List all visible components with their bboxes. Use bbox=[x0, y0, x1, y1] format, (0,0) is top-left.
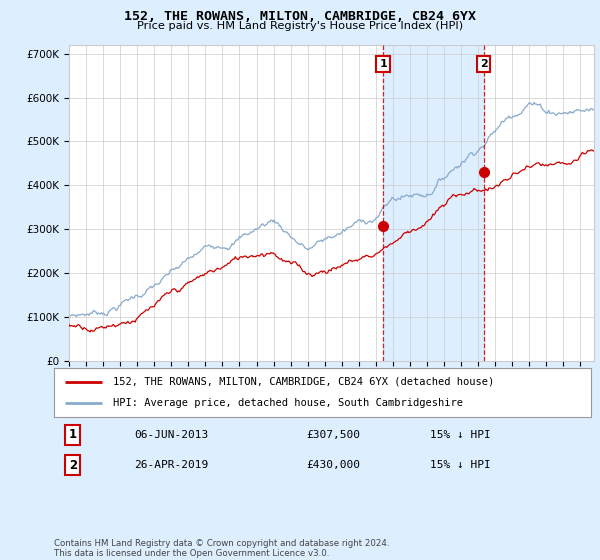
Text: £307,500: £307,500 bbox=[307, 430, 361, 440]
Text: HPI: Average price, detached house, South Cambridgeshire: HPI: Average price, detached house, Sout… bbox=[113, 398, 463, 408]
Text: 2: 2 bbox=[69, 459, 77, 472]
Text: 1: 1 bbox=[69, 428, 77, 441]
Text: Price paid vs. HM Land Registry's House Price Index (HPI): Price paid vs. HM Land Registry's House … bbox=[137, 21, 463, 31]
Text: £430,000: £430,000 bbox=[307, 460, 361, 470]
Bar bbox=[383, 45, 484, 361]
Text: 26-APR-2019: 26-APR-2019 bbox=[134, 460, 209, 470]
Text: 152, THE ROWANS, MILTON, CAMBRIDGE, CB24 6YX: 152, THE ROWANS, MILTON, CAMBRIDGE, CB24… bbox=[124, 10, 476, 22]
Text: 06-JUN-2013: 06-JUN-2013 bbox=[134, 430, 209, 440]
Text: Contains HM Land Registry data © Crown copyright and database right 2024.
This d: Contains HM Land Registry data © Crown c… bbox=[54, 539, 389, 558]
Text: 152, THE ROWANS, MILTON, CAMBRIDGE, CB24 6YX (detached house): 152, THE ROWANS, MILTON, CAMBRIDGE, CB24… bbox=[113, 377, 494, 387]
Text: 1: 1 bbox=[379, 59, 387, 69]
Text: 15% ↓ HPI: 15% ↓ HPI bbox=[430, 460, 491, 470]
Text: 2: 2 bbox=[479, 59, 487, 69]
Text: 15% ↓ HPI: 15% ↓ HPI bbox=[430, 430, 491, 440]
